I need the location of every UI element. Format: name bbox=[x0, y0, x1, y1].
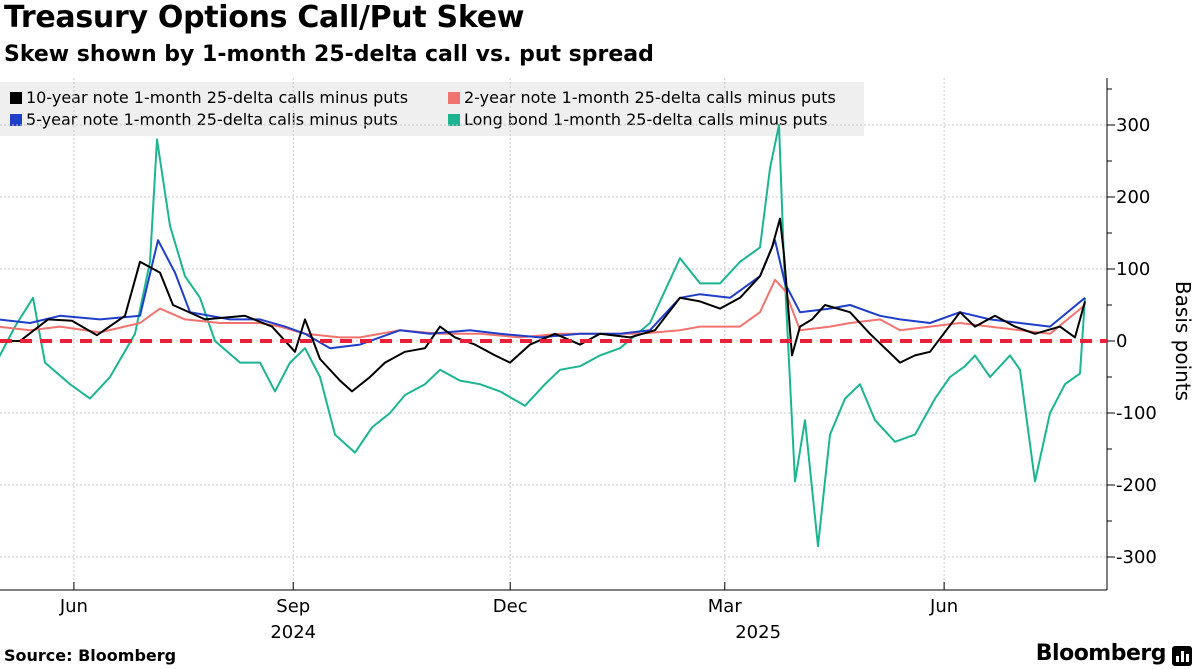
page-subtitle: Skew shown by 1-month 25-delta call vs. … bbox=[4, 42, 654, 67]
y-tick-label: 200 bbox=[1116, 187, 1150, 208]
series-line-long-bond bbox=[0, 124, 1086, 548]
legend-item-long-bond: Long bond 1-month 25-delta calls minus p… bbox=[448, 109, 827, 131]
legend-label-long-bond: Long bond 1-month 25-delta calls minus p… bbox=[464, 110, 828, 129]
y-tick-label: 100 bbox=[1116, 259, 1150, 280]
legend-swatch-5-year bbox=[10, 114, 22, 126]
y-tick-label: 300 bbox=[1116, 115, 1150, 136]
legend-item-10-year: 10-year note 1-month 25-delta calls minu… bbox=[10, 87, 408, 109]
source-note: Source: Bloomberg bbox=[4, 646, 177, 665]
legend-label-10-year: 10-year note 1-month 25-delta calls minu… bbox=[26, 88, 409, 107]
y-tick-label: -100 bbox=[1116, 403, 1157, 424]
legend-swatch-10-year bbox=[10, 92, 22, 104]
y-tick-label: 0 bbox=[1116, 331, 1127, 352]
x-tick-label: Dec bbox=[493, 596, 528, 617]
page-title: Treasury Options Call/Put Skew bbox=[4, 0, 525, 35]
x-year-label: 2025 bbox=[735, 622, 781, 643]
y-tick-label: -300 bbox=[1116, 547, 1157, 568]
x-year-label: 2024 bbox=[270, 622, 316, 643]
x-tick-label: Sep bbox=[276, 596, 310, 617]
legend-swatch-2-year bbox=[448, 92, 460, 104]
series-line-5-year bbox=[0, 239, 1086, 350]
brand-logo: Bloomberg bbox=[1035, 641, 1167, 666]
chart-legend: 10-year note 1-month 25-delta calls minu… bbox=[0, 82, 864, 136]
y-axis-title: Basis points bbox=[1171, 281, 1195, 401]
x-tick-label: Jun bbox=[929, 596, 958, 617]
legend-swatch-long-bond bbox=[448, 114, 460, 126]
series-line-10-year bbox=[0, 217, 1086, 393]
x-tick-label: Mar bbox=[708, 596, 743, 617]
legend-item-5-year: 5-year note 1-month 25-delta calls minus… bbox=[10, 109, 398, 131]
x-tick-label: Jun bbox=[59, 596, 88, 617]
legend-label-5-year: 5-year note 1-month 25-delta calls minus… bbox=[26, 110, 398, 129]
series-line-2-year bbox=[0, 278, 1086, 339]
legend-label-2-year: 2-year note 1-month 25-delta calls minus… bbox=[464, 88, 836, 107]
bloomberg-bars-icon bbox=[1172, 646, 1192, 666]
y-tick-label: -200 bbox=[1116, 475, 1157, 496]
legend-item-2-year: 2-year note 1-month 25-delta calls minus… bbox=[448, 87, 836, 109]
